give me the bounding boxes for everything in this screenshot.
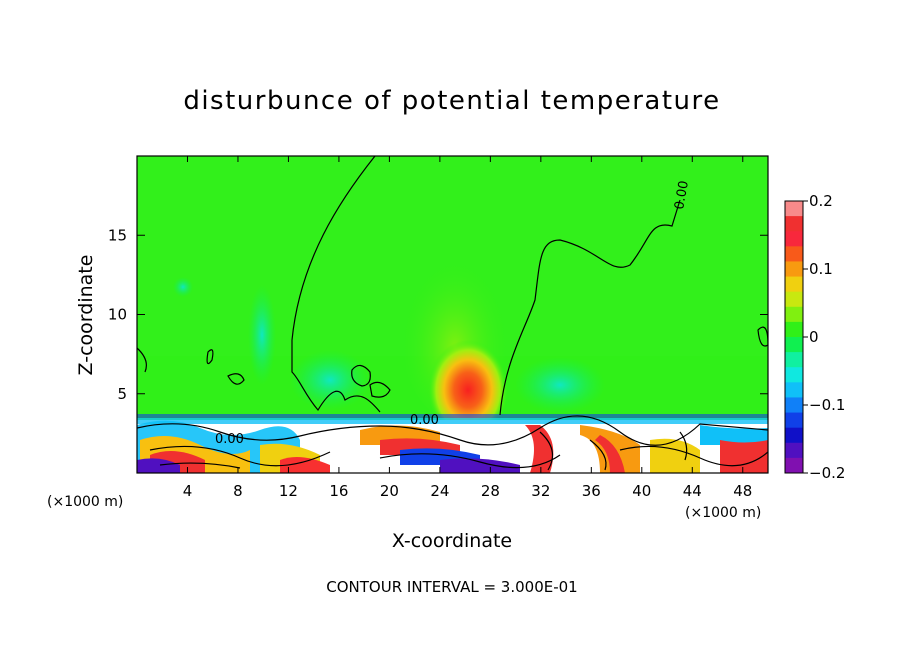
x-axis-title: X-coordinate bbox=[392, 530, 512, 552]
x-tick-label: 16 bbox=[329, 482, 348, 500]
colorbar-tick-label: 0.2 bbox=[809, 192, 833, 210]
colorbar-swatch bbox=[785, 412, 803, 429]
x-axis-ticks: 4 8 12 16 20 24 28 32 36 40 44 48 bbox=[183, 156, 752, 500]
contour-labels: 0.00 0.00 0.00 bbox=[215, 180, 692, 447]
colorbar-swatch bbox=[785, 397, 803, 414]
x-tick-label: 36 bbox=[582, 482, 601, 500]
cool-plume-right bbox=[515, 357, 605, 413]
x-unit-right: (×1000 m) bbox=[685, 505, 761, 521]
y-tick-label: 5 bbox=[117, 385, 127, 403]
colorbar-swatch bbox=[785, 367, 803, 383]
colorbar-swatch bbox=[785, 291, 803, 308]
colorbar-swatch bbox=[785, 216, 803, 232]
contour-label-low: 0.00 bbox=[215, 432, 244, 447]
x-tick-label: 40 bbox=[632, 482, 651, 500]
colorbar-swatch bbox=[785, 337, 803, 353]
x-tick-label: 44 bbox=[683, 482, 702, 500]
colorbar-swatch bbox=[785, 457, 803, 474]
zero-contour-main bbox=[291, 156, 381, 413]
cool-plume-left bbox=[248, 285, 276, 385]
zero-contour-right bbox=[499, 199, 681, 416]
colorbar-swatch bbox=[785, 427, 803, 444]
colorbar-swatch bbox=[785, 306, 803, 323]
cool-plume-mid bbox=[290, 350, 370, 410]
colorbar-swatch bbox=[785, 246, 803, 262]
contour-label-top: 0.00 bbox=[672, 180, 692, 211]
colorbar: 0.2 0.1 0 −0.1 −0.2 bbox=[784, 192, 845, 482]
colorbar-swatch bbox=[785, 261, 803, 278]
y-tick-label: 15 bbox=[108, 226, 127, 244]
x-tick-label: 28 bbox=[481, 482, 500, 500]
cool-blob-small bbox=[173, 277, 193, 297]
contour-label-mid: 0.00 bbox=[410, 413, 439, 428]
y-axis-title: Z-coordinate bbox=[75, 255, 97, 376]
colorbar-tick-label: −0.1 bbox=[809, 396, 845, 414]
x-tick-label: 32 bbox=[531, 482, 550, 500]
colorbar-swatch bbox=[785, 201, 803, 217]
contour-interval-label: CONTOUR INTERVAL = 3.000E-01 bbox=[326, 578, 577, 596]
colorbar-swatch bbox=[785, 442, 803, 459]
x-unit-left: (×1000 m) bbox=[47, 494, 123, 510]
chart-title: disturbunce of potential temperature bbox=[183, 86, 721, 116]
x-tick-label: 4 bbox=[183, 482, 193, 500]
colorbar-swatch bbox=[785, 352, 803, 368]
x-tick-label: 48 bbox=[733, 482, 752, 500]
colorbar-swatch bbox=[785, 276, 803, 293]
x-tick-label: 24 bbox=[430, 482, 449, 500]
colorbar-tick-label: 0.1 bbox=[809, 260, 833, 278]
colorbar-swatch bbox=[785, 382, 803, 398]
y-tick-label: 10 bbox=[108, 306, 127, 324]
x-tick-label: 20 bbox=[380, 482, 399, 500]
colorbar-swatch bbox=[785, 231, 803, 247]
plot-area: 0.00 0.00 0.00 bbox=[137, 156, 768, 473]
colorbar-tick-label: −0.2 bbox=[809, 464, 845, 482]
x-tick-label: 8 bbox=[233, 482, 243, 500]
y-axis-ticks: 5 10 15 bbox=[108, 226, 768, 403]
x-tick-label: 12 bbox=[279, 482, 298, 500]
colorbar-swatch bbox=[785, 321, 803, 338]
colorbar-tick-label: 0 bbox=[809, 328, 819, 346]
contour-lines bbox=[137, 156, 768, 471]
